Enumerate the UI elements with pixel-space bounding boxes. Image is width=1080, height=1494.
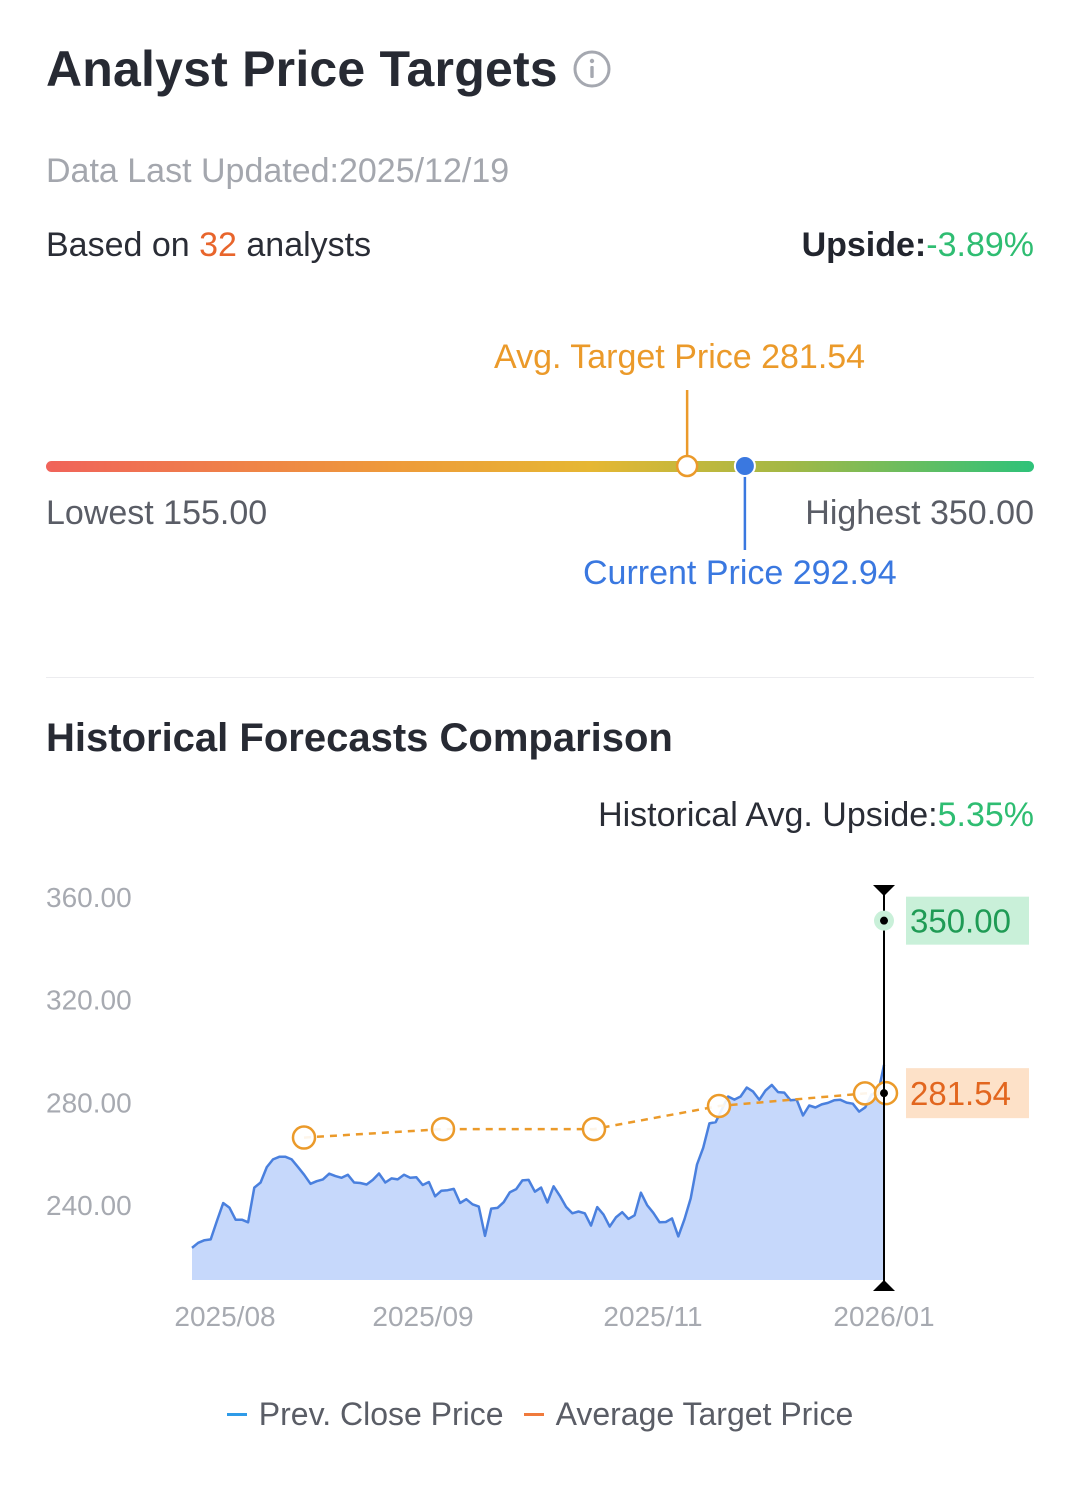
upside-label: Upside: [801,226,927,264]
range-gradient-bar [46,461,1034,472]
x-tick-label: 2026/01 [833,1301,934,1332]
range-bar-svg [46,390,1034,550]
historical-upside-label: Historical Avg. Upside: [598,796,938,834]
chart-legend: Prev. Close Price Average Target Price [0,1396,1080,1433]
analyst-summary: Based on 32 analysts Upside:-3.89% [46,226,1034,265]
y-tick-label: 280.00 [46,1087,132,1118]
analyst-count-text: Based on 32 analysts [46,226,371,265]
legend-item-price[interactable]: Prev. Close Price [226,1396,504,1433]
legend-label-target: Average Target Price [555,1396,854,1432]
high-badge-label: 350.00 [910,903,1011,940]
target-point [430,1116,456,1142]
upside-summary: Upside:-3.89% [802,226,1034,265]
legend-swatch-price [226,1413,247,1416]
avg-badge [906,1068,1029,1119]
crosshair-top-arrow [873,885,895,896]
based-prefix: Based on [46,226,200,264]
x-tick-label: 2025/11 [603,1301,702,1332]
target-point [706,1093,732,1119]
avg-marker-dot [880,1089,888,1098]
upside-value: -3.89% [926,226,1034,264]
high-marker-dot [880,916,888,925]
target-point [852,1081,878,1106]
y-tick-label: 360.00 [46,882,132,913]
y-tick-label: 240.00 [46,1190,132,1221]
current-price-marker [733,455,756,477]
avg-target-marker [675,454,699,478]
high-badge [906,896,1029,945]
avg-target-label: Avg. Target Price 281.54 [494,338,866,376]
crosshair-bottom-arrow [873,1280,895,1291]
historical-upside: Historical Avg. Upside:5.35% [598,796,1034,835]
historical-chart[interactable]: 360.00 320.00 280.00 240.00 350.00 281.54 2025… [0,860,1080,1340]
price-line [191,1064,886,1249]
legend-swatch-target [523,1413,544,1416]
section-title: Historical Forecasts Comparison [46,716,673,760]
historical-chart-svg[interactable]: 360.00 320.00 280.00 240.00 350.00 281.54 2025… [0,860,1080,1340]
legend-item-target[interactable]: Average Target Price [523,1396,854,1433]
y-tick-label: 320.00 [46,985,132,1016]
target-line [303,1091,887,1139]
price-range: Avg. Target Price 281.54 Lowest 155.00 H… [0,0,1080,640]
target-point [291,1125,317,1150]
section-divider [46,677,1034,678]
last-updated: Data Last Updated:2025/12/19 [46,152,510,190]
price-area [192,1064,884,1280]
current-price-label: Current Price 292.94 [583,554,897,592]
avg-badge-label: 281.54 [910,1075,1011,1112]
page-title: Analyst Price Targets [46,41,558,97]
historical-upside-value: 5.35% [937,796,1034,834]
title-row: Analyst Price Targets [46,40,612,98]
analyst-count: 32 [199,226,237,264]
highest-label: Highest 350.00 [805,494,1034,532]
x-tick-label: 2025/08 [174,1301,275,1332]
x-tick-label: 2025/09 [372,1301,473,1332]
based-suffix: analysts [236,226,372,264]
lowest-label: Lowest 155.00 [46,494,268,532]
legend-label-price: Prev. Close Price [258,1396,504,1432]
info-icon[interactable] [572,49,612,89]
target-point [581,1116,607,1142]
